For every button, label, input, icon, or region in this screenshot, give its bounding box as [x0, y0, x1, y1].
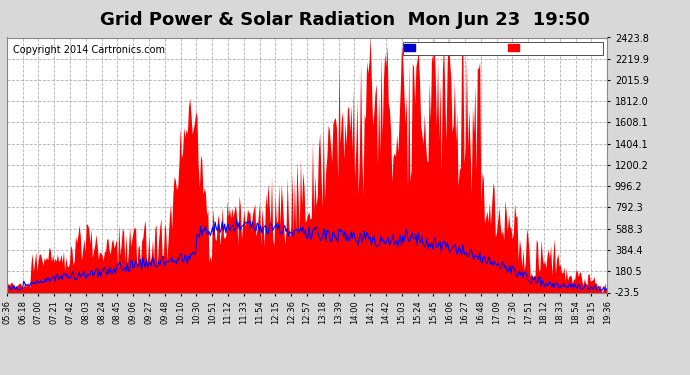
Legend: Radiation (w/m2), Grid (AC Watts): Radiation (w/m2), Grid (AC Watts): [403, 42, 602, 55]
Text: Grid Power & Solar Radiation  Mon Jun 23  19:50: Grid Power & Solar Radiation Mon Jun 23 …: [100, 11, 590, 29]
Text: Copyright 2014 Cartronics.com: Copyright 2014 Cartronics.com: [13, 45, 165, 55]
